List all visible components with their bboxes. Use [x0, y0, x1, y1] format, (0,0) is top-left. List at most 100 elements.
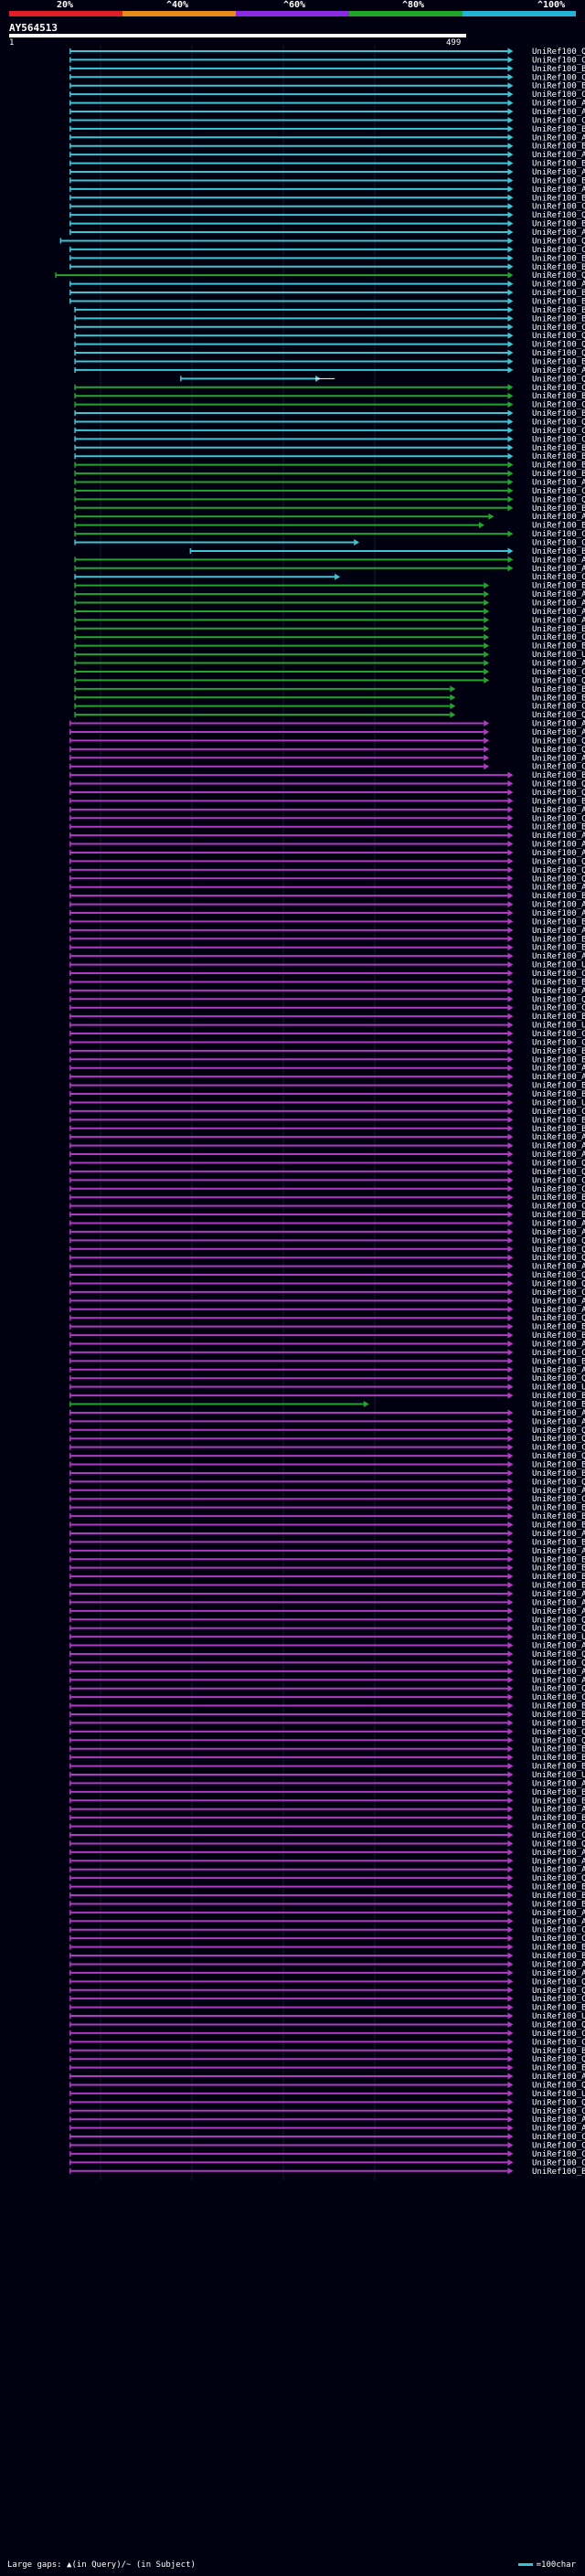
hit-label[interactable]: UniRef100_Q5J7N0: [532, 237, 585, 246]
hit-row[interactable]: UniRef100_A9NQW5: [74, 565, 585, 574]
hit-row[interactable]: UniRef100_B9S6V2: [69, 1952, 585, 1961]
hit-label[interactable]: UniRef100_B9SR99: [532, 461, 585, 471]
hit-label[interactable]: UniRef100_B9S6Q6: [532, 1392, 585, 1401]
hit-row[interactable]: UniRef100_A5BYK1: [69, 1219, 585, 1228]
hit-label[interactable]: UniRef100_B4FF69: [532, 314, 585, 323]
hit-label[interactable]: UniRef100_B9S5R7: [532, 409, 585, 419]
hit-row[interactable]: UniRef100_A7PKI0: [69, 1960, 585, 1969]
hit-row[interactable]: UniRef100_A2ZG53: [69, 987, 585, 996]
hit-label[interactable]: UniRef100_C6T787: [532, 763, 585, 772]
hit-row[interactable]: UniRef100_C4J9B8: [74, 427, 585, 436]
hit-label[interactable]: UniRef100_A5B8C6: [532, 1866, 585, 1875]
hit-label[interactable]: UniRef100_C6TK61: [532, 814, 585, 823]
hit-row[interactable]: UniRef100_C5XC32: [69, 1444, 585, 1453]
hit-row[interactable]: UniRef100_Q8LFJ9: [74, 711, 585, 720]
hit-label[interactable]: UniRef100_UP1000...: [532, 651, 585, 660]
hit-label[interactable]: UniRef100_Q6ESR5: [532, 2098, 585, 2107]
hit-row[interactable]: UniRef100_A5AYI5: [69, 1341, 585, 1350]
hit-row[interactable]: UniRef100_C6T0Q4: [69, 90, 585, 100]
hit-label[interactable]: UniRef100_C5XC32: [532, 1444, 585, 1453]
hit-label[interactable]: UniRef100_C4JAU3: [532, 1831, 585, 1840]
hit-label[interactable]: UniRef100_B9HM94: [532, 1401, 585, 1410]
hit-row[interactable]: UniRef100_Q0DJS3: [69, 2081, 585, 2090]
hit-row[interactable]: UniRef100_B9IPF2: [69, 82, 585, 91]
hit-row[interactable]: UniRef100_A7PDL4: [69, 2125, 585, 2134]
hit-row[interactable]: UniRef100_Q0DJ06: [69, 1616, 585, 1625]
hit-label[interactable]: UniRef100_B9HIN3: [532, 1521, 585, 1531]
hit-label[interactable]: UniRef100_Q10MQ9: [532, 1254, 585, 1263]
hit-label[interactable]: UniRef100_A9RU59: [532, 849, 585, 858]
hit-row[interactable]: UniRef100_C0PBE3: [69, 1038, 585, 1047]
hit-label[interactable]: UniRef100_B4FLM5: [532, 452, 585, 461]
hit-row[interactable]: UniRef100_Q5MNZ6: [74, 341, 585, 350]
hit-label[interactable]: UniRef100_B9I134: [532, 1193, 585, 1203]
hit-row[interactable]: UniRef100_B9I178: [69, 1512, 585, 1521]
hit-label[interactable]: UniRef100_B6T560: [532, 1797, 585, 1806]
hit-row[interactable]: UniRef100_C6TK61: [69, 814, 585, 823]
hit-row[interactable]: UniRef100_B9I0C8: [69, 1504, 585, 1513]
hit-row[interactable]: UniRef100_C5WMF5: [69, 1185, 585, 1194]
hit-row[interactable]: UniRef100_C6TL78: [74, 401, 585, 410]
hit-label[interactable]: UniRef100_A7QV59: [532, 901, 585, 910]
hit-label[interactable]: UniRef100_B7FMQ3: [532, 797, 585, 806]
hit-row[interactable]: UniRef100_B9S5R7: [74, 392, 585, 401]
hit-label[interactable]: UniRef100_A7Q1F7: [532, 228, 585, 238]
hit-label[interactable]: UniRef100_A5AYI5: [532, 1341, 585, 1350]
hit-label[interactable]: UniRef100_B6TMZ1: [532, 289, 585, 298]
hit-row[interactable]: UniRef100_A9RU59: [69, 849, 585, 858]
hit-row[interactable]: UniRef100_UP1000...: [69, 1022, 585, 1031]
hit-row[interactable]: UniRef100_B9HZR4: [69, 935, 585, 944]
hit-row[interactable]: UniRef100_B9S7Q2: [69, 176, 585, 186]
hit-row[interactable]: UniRef100_C4JAU3: [69, 1831, 585, 1840]
hit-row[interactable]: UniRef100_Q8L881: [69, 48, 585, 57]
hit-label[interactable]: UniRef100_A7PRC5: [532, 1306, 585, 1315]
hit-label[interactable]: UniRef100_B9RCJ4: [532, 1538, 585, 1547]
hit-row[interactable]: UniRef100_Q14V90: [69, 1874, 585, 1883]
hit-label[interactable]: UniRef100_Q84295: [532, 271, 585, 281]
hit-row[interactable]: UniRef100_B9S6Q6: [69, 1392, 585, 1401]
hit-label[interactable]: UniRef100_C6TD09: [532, 970, 585, 979]
hit-row[interactable]: UniRef100_A7P0N6: [69, 754, 585, 763]
hit-label[interactable]: UniRef100_A9NNN7: [532, 1547, 585, 1556]
hit-label[interactable]: UniRef100_B9T0F9: [532, 1754, 585, 1763]
hit-row[interactable]: UniRef100_Q6W9F7: [69, 875, 585, 884]
hit-row[interactable]: UniRef100_B9I134: [69, 1193, 585, 1203]
hit-row[interactable]: UniRef100_B9FG93: [69, 1944, 585, 1953]
hit-label[interactable]: UniRef100_UP1000...: [532, 2012, 585, 2021]
hit-row[interactable]: UniRef100_B9SBP1: [74, 694, 585, 703]
hit-row[interactable]: UniRef100_B9S7Q1: [69, 65, 585, 74]
hit-row[interactable]: UniRef100_A9SXX6: [69, 884, 585, 893]
hit-row[interactable]: UniRef100_B9FT23: [69, 944, 585, 953]
hit-row[interactable]: UniRef100_A9SD49: [69, 1779, 585, 1788]
hit-row[interactable]: UniRef100_A9SPY7: [69, 1676, 585, 1685]
hit-row[interactable]: UniRef100_Q0D0D3: [69, 2020, 585, 2030]
hit-row[interactable]: UniRef100_B9S8H3: [69, 1116, 585, 1125]
hit-label[interactable]: UniRef100_A7P0N6: [532, 754, 585, 763]
hit-label[interactable]: UniRef100_A7QR24: [532, 1530, 585, 1539]
hit-label[interactable]: UniRef100_B9ID50: [532, 1582, 585, 1591]
hit-row[interactable]: UniRef100_C6TL20: [69, 73, 585, 82]
hit-label[interactable]: UniRef100_A9PHQ8: [532, 133, 585, 143]
hit-label[interactable]: UniRef100_Q1VKI5: [532, 1478, 585, 1487]
hit-label[interactable]: UniRef100_A7PR64: [532, 720, 585, 729]
hit-label[interactable]: UniRef100_UP1000...: [532, 1771, 585, 1780]
hit-label[interactable]: UniRef100_A7Q8S2: [532, 1133, 585, 1142]
hit-label[interactable]: UniRef100_Q8L5Z1: [532, 1839, 585, 1849]
hit-row[interactable]: UniRef100_C5Z813: [69, 2133, 585, 2142]
hit-row[interactable]: UniRef100_Q9FVX1: [69, 995, 585, 1004]
hit-label[interactable]: UniRef100_B9S6V2: [532, 1952, 585, 1961]
hit-row[interactable]: UniRef100_B9FI65: [69, 1082, 585, 1091]
hit-label[interactable]: UniRef100_Q5SYW8: [532, 1236, 585, 1246]
hit-row[interactable]: UniRef100_B6TMZ1: [69, 289, 585, 298]
hit-row[interactable]: UniRef100_A9NU57: [69, 1366, 585, 1375]
hit-row[interactable]: UniRef100_C5YZ27: [69, 1030, 585, 1039]
hit-row[interactable]: UniRef100_Q0JSL5: [69, 1271, 585, 1280]
hit-row[interactable]: UniRef100_B9HIN3: [69, 1521, 585, 1531]
hit-label[interactable]: UniRef100_A9SXX6: [532, 884, 585, 893]
hit-label[interactable]: UniRef100_Q14V90: [532, 1874, 585, 1883]
hit-row[interactable]: UniRef100_B9I1D7: [69, 1883, 585, 1892]
hit-row[interactable]: UniRef100_B9SR32: [69, 2004, 585, 2013]
hit-row[interactable]: UniRef100_Q9M8Y5: [69, 211, 585, 220]
hit-label[interactable]: UniRef100_A3BN79: [532, 616, 585, 625]
hit-row[interactable]: UniRef100_C5WU99: [69, 2141, 585, 2150]
